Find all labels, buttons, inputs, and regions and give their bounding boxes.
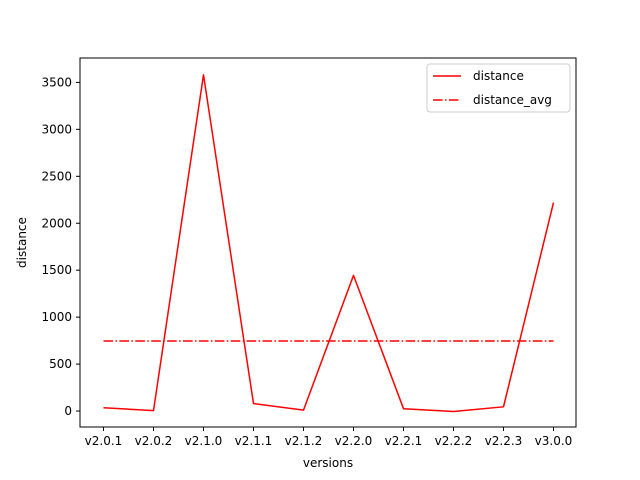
x-tick-label: v2.1.1: [235, 434, 273, 448]
y-axis-ticks: 0 500 1000 1500 2000 2500 3000 3500: [41, 75, 80, 418]
legend-label-distance-avg: distance_avg: [473, 93, 552, 107]
series-line-distance: [103, 74, 555, 413]
legend-box: [426, 63, 571, 113]
x-tick-label: v2.0.2: [135, 434, 173, 448]
x-tick-label: v2.2.0: [335, 434, 373, 448]
y-tick-label: 3000: [41, 122, 72, 136]
y-tick-label: 2000: [41, 216, 72, 230]
series-layer: [103, 74, 555, 413]
x-axis-ticks: v2.0.1 v2.0.2 v2.1.0 v2.1.1 v2.1.2 v2.2.0 v2.2…: [85, 427, 573, 448]
x-tick-label: v2.2.3: [485, 434, 523, 448]
x-tick-label: v2.1.0: [185, 434, 223, 448]
plot-area: [79, 57, 577, 428]
x-tick-label: v2.0.1: [85, 434, 123, 448]
legend-label-distance: distance: [473, 69, 524, 83]
x-tick-label: v3.0.0: [535, 434, 573, 448]
axes-frame: [79, 57, 577, 428]
legend: distance distance_avg: [426, 63, 571, 113]
x-axis-label: versions: [303, 456, 353, 470]
y-tick-label: 1500: [41, 263, 72, 277]
y-tick-label: 500: [49, 357, 72, 371]
y-tick-label: 0: [64, 404, 72, 418]
x-tick-label: v2.2.1: [385, 434, 423, 448]
y-tick-label: 3500: [41, 75, 72, 89]
x-tick-label: v2.1.2: [285, 434, 323, 448]
y-tick-label: 2500: [41, 169, 72, 183]
y-axis-label: distance: [15, 217, 29, 268]
y-tick-label: 1000: [41, 310, 72, 324]
x-tick-label: v2.2.2: [435, 434, 473, 448]
